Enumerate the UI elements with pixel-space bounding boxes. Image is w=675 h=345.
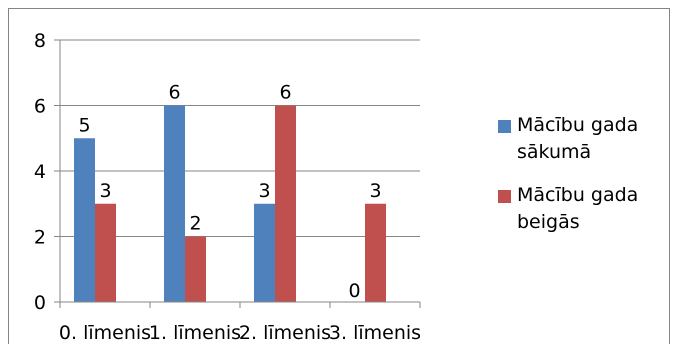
y-tick-label-6: 6 xyxy=(34,96,46,118)
bar-1-0 xyxy=(74,138,95,302)
bar-2-1 xyxy=(185,236,206,302)
chart-frame xyxy=(8,8,670,344)
y-tick-label-8: 8 xyxy=(34,30,46,52)
bar-2-2 xyxy=(275,105,296,302)
legend-swatch-series-2 xyxy=(498,190,511,203)
legend-item-series-2: Mācību gada beigās xyxy=(498,182,673,236)
gridlines xyxy=(60,39,420,237)
data-label-1-1: 6 xyxy=(168,82,180,104)
y-tick-label-0: 0 xyxy=(34,292,46,314)
x-tick-label-1: 1. līmenis xyxy=(149,322,241,344)
bar-2-3 xyxy=(365,203,386,302)
legend-item-series-1: Mācību gada sākumā xyxy=(498,112,673,166)
data-label-2-1: 2 xyxy=(189,213,201,235)
legend-label-series-1: Mācību gada sākumā xyxy=(517,114,639,163)
x-tick-label-3: 3. līmenis xyxy=(329,322,421,344)
data-label-2-2: 6 xyxy=(279,82,291,104)
data-label-2-3: 3 xyxy=(369,180,381,202)
bar-1-2 xyxy=(254,203,275,302)
legend-label-series-2: Mācību gada beigās xyxy=(517,184,639,233)
legend-swatch-series-1 xyxy=(498,120,511,133)
x-axis xyxy=(59,301,421,308)
y-axis-ticks: 0 2 4 6 8 xyxy=(34,30,61,314)
legend: Mācību gada sākumā Mācību gada beigās xyxy=(498,112,673,252)
y-tick-label-4: 4 xyxy=(34,161,46,183)
bars xyxy=(74,105,386,302)
data-label-1-2: 3 xyxy=(258,180,270,202)
data-label-2-0: 3 xyxy=(99,180,111,202)
x-tick-label-0: 0. līmenis xyxy=(59,322,151,344)
bar-2-0 xyxy=(95,203,116,302)
data-labels: 5 3 6 2 3 6 0 3 xyxy=(78,82,381,303)
bar-1-1 xyxy=(164,105,185,302)
x-tick-label-2: 2. līmenis xyxy=(239,322,331,344)
data-label-1-3: 0 xyxy=(348,280,360,302)
data-label-1-0: 5 xyxy=(78,114,90,136)
y-tick-label-2: 2 xyxy=(34,227,46,249)
